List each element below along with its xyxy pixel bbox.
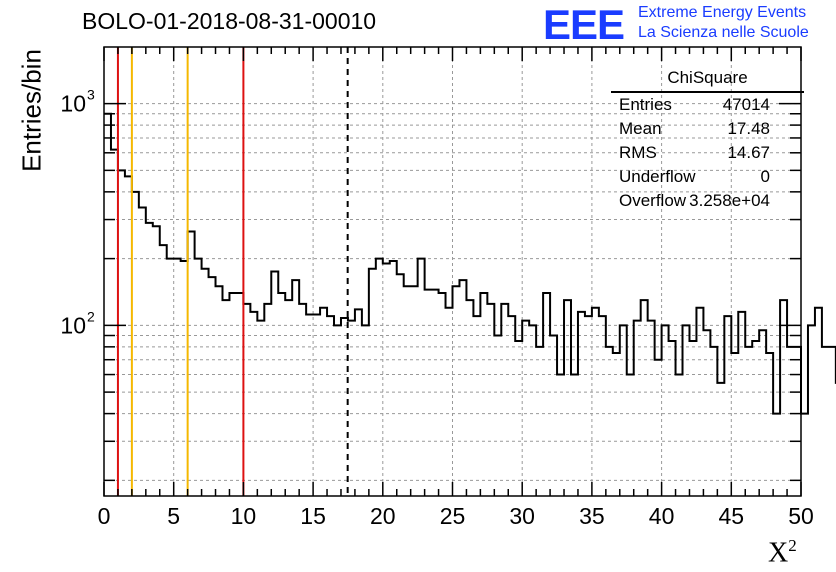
histogram-series: [104, 112, 836, 415]
x-tick-label: 5: [167, 503, 180, 529]
chart-title: BOLO-01-2018-08-31-00010: [82, 8, 377, 34]
x-axis-label: X2: [768, 536, 797, 569]
y-tick-label-exp: 3: [87, 87, 95, 103]
stats-title: ChiSquare: [611, 65, 804, 93]
x-axis-label-base: X: [768, 537, 789, 569]
x-tick-label: 25: [440, 503, 466, 529]
stats-row-entries: Entries 47014: [611, 93, 804, 117]
eee-logo: EEE: [543, 1, 625, 48]
y-tick-label-base: 10: [60, 91, 86, 117]
x-tick-label: 50: [788, 503, 814, 529]
x-axis-label-exp: 2: [788, 536, 797, 555]
stats-key: RMS: [619, 143, 657, 162]
stats-key: Mean: [619, 119, 662, 138]
x-tick-label: 45: [719, 503, 745, 529]
x-tick-label: 15: [300, 503, 326, 529]
stats-value: 14.67: [727, 143, 770, 162]
stats-value: 17.48: [727, 119, 770, 138]
stats-value: 0: [760, 167, 770, 186]
grid-layer: [104, 47, 801, 496]
histogram-layer: [104, 112, 836, 415]
x-tick-label: 40: [649, 503, 675, 529]
stats-key: Overflow: [619, 191, 687, 210]
x-tick-label: 30: [509, 503, 535, 529]
vertical-lines-layer: [116, 47, 349, 496]
stats-value: 47014: [722, 95, 770, 114]
stats-key: Entries: [619, 95, 672, 114]
brand-line-2: La Scienza nelle Scuole: [638, 24, 809, 41]
stats-row-rms: RMS 14.67: [611, 141, 804, 165]
stats-row-underflow: Underflow 0: [611, 165, 804, 189]
stats-row-mean: Mean 17.48: [611, 117, 804, 141]
x-tick-label: 0: [98, 503, 111, 529]
y-axis-label: Entries/bin: [16, 49, 47, 172]
stats-row-overflow: Overflow 3.258e+04: [611, 189, 804, 213]
y-tick-label-exp: 2: [87, 308, 95, 324]
stats-value: 3.258e+04: [689, 191, 770, 210]
x-tick-label: 20: [370, 503, 396, 529]
stats-key: Underflow: [619, 167, 696, 186]
x-tick-label: 35: [579, 503, 605, 529]
x-tick-label: 10: [231, 503, 257, 529]
y-tick-label-base: 10: [60, 312, 86, 338]
stats-box: ChiSquare Entries 47014 Mean 17.48 RMS 1…: [611, 65, 804, 213]
brand-line-1: Extreme Energy Events: [638, 4, 807, 21]
